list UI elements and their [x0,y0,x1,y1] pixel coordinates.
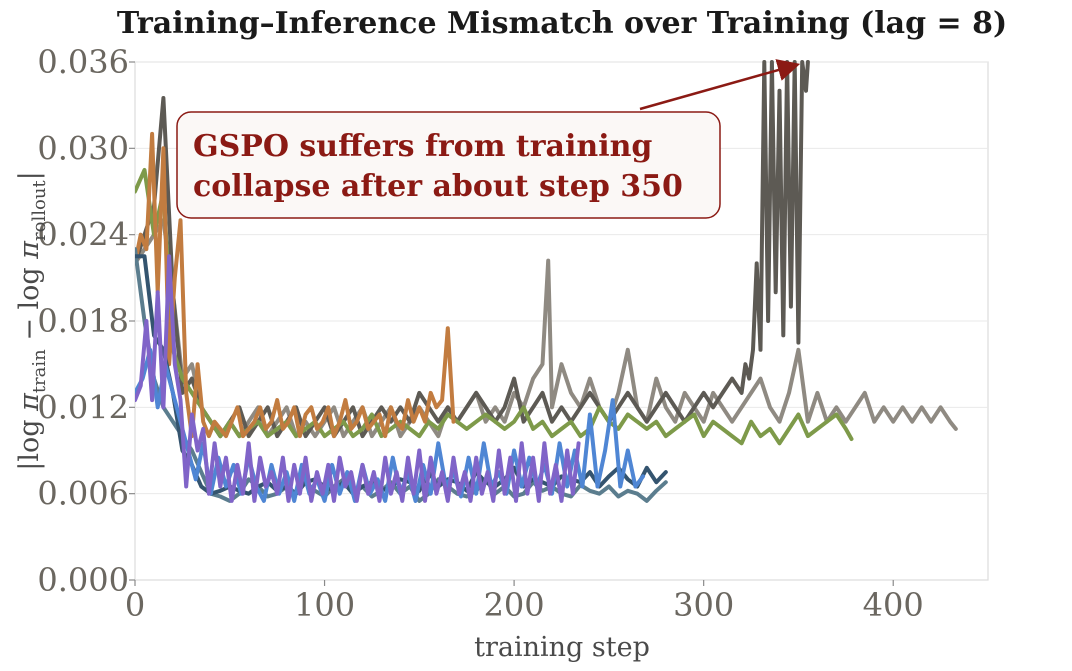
series-line-4 [135,131,456,439]
y-axis-label: |log πtrain − log πrollout| [14,171,50,471]
annotation: GSPO suffers from training collapse afte… [176,59,801,219]
series-group [135,60,958,503]
y-label-sub-rollout: rollout [29,180,50,241]
annotation-arrow [639,59,801,111]
x-tick-label: 200 [484,586,545,624]
y-tick-label: 0.030 [37,129,129,167]
x-axis-label: training step [474,632,650,663]
y-label-sub-train: train [29,349,50,393]
y-label-minus: − log [14,259,45,350]
y-tick-label: 0.012 [37,388,129,426]
series-line-2 [135,60,810,439]
annotation-text-line-1: GSPO suffers from training [193,129,652,164]
x-tick-label: 300 [673,586,734,624]
y-axis-ticks: 0.000 0.006 0.012 0.018 0.024 0.030 0.036 [37,43,135,599]
y-label-pi-train: π [14,392,45,412]
y-tick-label: 0.024 [37,216,129,254]
y-tick-label: 0.018 [37,302,129,340]
y-label-bar-close: | [14,171,45,180]
chart-title: Training–Inference Mismatch over Trainin… [117,6,1007,41]
x-axis-ticks: 0 100 200 300 400 [125,580,924,624]
series-line-8 [135,254,581,503]
y-tick-label: 0.000 [37,561,129,599]
y-label-bar-open: |log [14,411,45,471]
x-tick-label: 400 [863,586,924,624]
y-label-pi-rollout: π [14,240,45,260]
annotation-text-line-2: collapse after about step 350 [193,169,683,204]
y-tick-label: 0.006 [37,475,129,513]
annotation-box [176,111,721,219]
series-line-6 [135,254,668,496]
x-tick-label: 0 [125,586,145,624]
x-tick-label: 100 [294,586,355,624]
y-tick-label: 0.036 [37,43,129,81]
